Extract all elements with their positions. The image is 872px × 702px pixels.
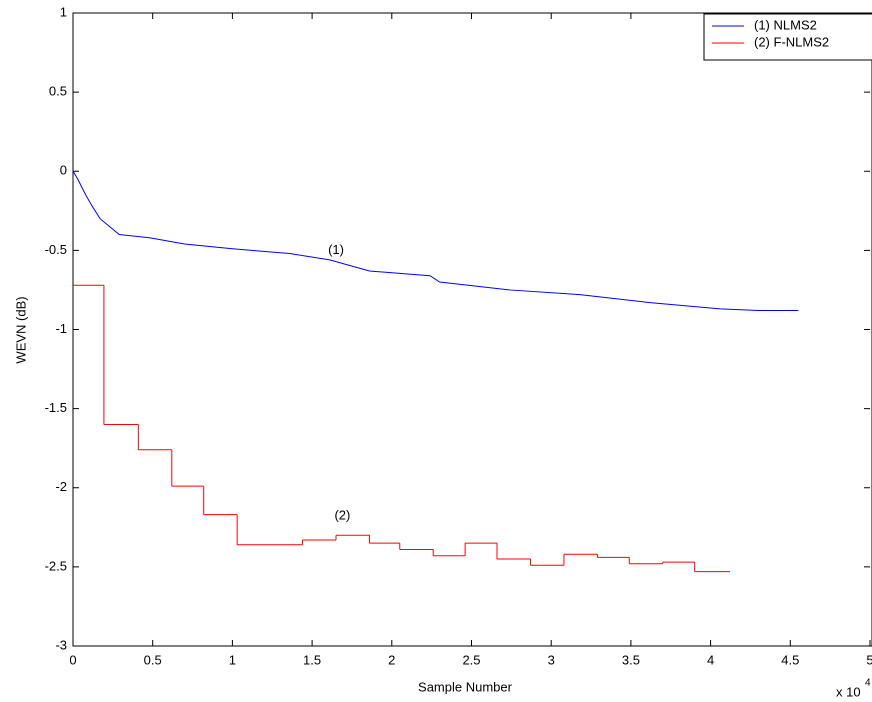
x-multiplier-exponent: 4 xyxy=(865,678,871,689)
x-tick-label: 1 xyxy=(229,652,236,667)
x-tick-label: 4 xyxy=(707,652,714,667)
y-tick-label: 1 xyxy=(60,4,67,19)
y-tick-label: -0.5 xyxy=(45,242,67,257)
x-tick-label: 1.5 xyxy=(303,652,321,667)
legend-label: (1) NLMS2 xyxy=(754,17,817,32)
legend-label: (2) F-NLMS2 xyxy=(754,34,829,49)
y-tick-label: -3 xyxy=(55,637,67,652)
y-tick-label: 0.5 xyxy=(49,84,67,99)
series-line xyxy=(72,170,799,312)
x-multiplier: x 10 xyxy=(836,684,861,699)
step-end xyxy=(729,571,731,573)
legend-box xyxy=(703,13,872,61)
y-tick-label: 0 xyxy=(60,163,67,178)
y-axis-label: WEVN (dB) xyxy=(13,296,28,363)
x-tick-label: 3.5 xyxy=(622,652,640,667)
x-tick-label: 4.5 xyxy=(781,652,799,667)
y-tick-label: -1 xyxy=(55,321,67,336)
x-tick-label: 3 xyxy=(548,652,555,667)
plot-frame xyxy=(72,12,872,647)
x-axis-label: Sample Number xyxy=(418,679,513,694)
annotation: (2) xyxy=(334,508,350,523)
x-tick-label: 0.5 xyxy=(144,652,162,667)
x-tick-label: 2 xyxy=(388,652,395,667)
y-tick-label: -2.5 xyxy=(45,558,67,573)
x-tick-label: 0 xyxy=(69,652,76,667)
annotation: (1) xyxy=(328,242,344,257)
y-tick-label: -1.5 xyxy=(45,400,67,415)
x-tick-label: 2.5 xyxy=(462,652,480,667)
y-tick-label: -2 xyxy=(55,479,67,494)
x-tick-label: 5 xyxy=(866,652,872,667)
